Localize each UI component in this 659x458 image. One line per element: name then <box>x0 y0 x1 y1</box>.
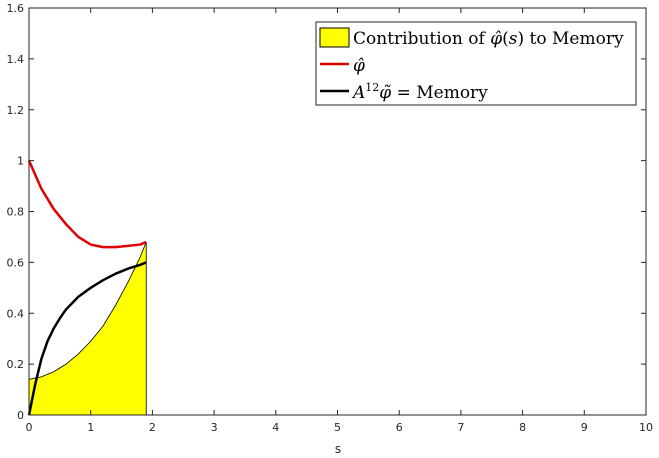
legend: Contribution of φ̂(s) to Memory φ̂ A12φ̃… <box>315 21 637 106</box>
legend-swatch-area <box>319 27 350 48</box>
legend-label-memory: A12φ̃ = Memory <box>351 81 488 103</box>
phi-hat-line <box>27 160 147 249</box>
y-tick-label: 1 <box>17 155 24 168</box>
x-tick-label: 0 <box>26 421 33 434</box>
x-axis-label: s <box>335 442 341 456</box>
legend-label-phi-hat: φ̂ <box>353 56 365 76</box>
y-tick-label: 1.4 <box>7 53 25 66</box>
x-tick-label: 10 <box>639 421 653 434</box>
y-tick-label: 0.4 <box>7 307 25 320</box>
memory-line <box>27 261 147 416</box>
y-tick-label: 0.2 <box>7 358 25 371</box>
x-tick-label: 7 <box>457 421 464 434</box>
x-tick-label: 3 <box>211 421 218 434</box>
y-tick-label: 1.2 <box>7 104 25 117</box>
legend-label-contribution: Contribution of φ̂(s) to Memory <box>353 29 624 49</box>
x-tick-label: 9 <box>581 421 588 434</box>
contribution-area <box>28 241 147 416</box>
x-tick-label: 2 <box>149 421 156 434</box>
y-tick-label: 0 <box>17 409 24 422</box>
x-tick-label: 5 <box>334 421 341 434</box>
x-tick-label: 6 <box>396 421 403 434</box>
y-tick-label: 0.8 <box>7 206 25 219</box>
x-tick-label: 4 <box>272 421 279 434</box>
x-tick-label: 1 <box>87 421 94 434</box>
y-tick-label: 0.6 <box>7 256 25 269</box>
y-tick-label: 1.6 <box>7 2 25 15</box>
x-tick-label: 8 <box>519 421 526 434</box>
